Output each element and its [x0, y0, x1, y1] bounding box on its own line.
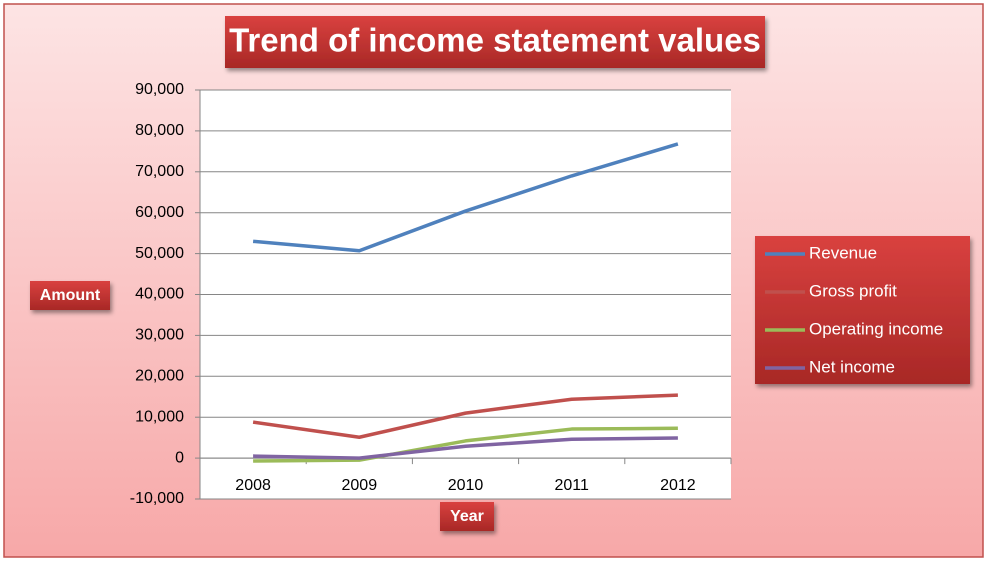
y-tick-label: 70,000 [135, 163, 184, 180]
y-tick-label: 90,000 [135, 81, 184, 98]
legend-box [755, 236, 970, 384]
series-line [253, 436, 678, 460]
y-tick-label: 40,000 [135, 286, 184, 303]
y-tick-label: 0 [175, 449, 184, 466]
x-tick-label: 2009 [342, 477, 378, 494]
y-tick-label: -10,000 [130, 490, 184, 507]
chart-title: Trend of income statement values [229, 22, 761, 59]
series-line [252, 393, 678, 439]
legend-label: Revenue [809, 243, 877, 262]
y-tick-label: 60,000 [135, 204, 184, 221]
x-tick-label: 2011 [554, 477, 589, 494]
legend-label: Net income [809, 357, 895, 376]
y-tick-label: 30,000 [135, 327, 184, 344]
x-tick-label: 2008 [235, 477, 271, 494]
y-axis-label: Amount [40, 287, 101, 304]
x-tick-label: 2012 [660, 477, 696, 494]
series-line [252, 142, 679, 253]
x-tick-label: 2010 [448, 477, 484, 494]
series-line [253, 426, 678, 463]
y-tick-label: 20,000 [135, 368, 184, 385]
y-tick-label: 50,000 [135, 245, 184, 262]
y-tick-label: 10,000 [135, 408, 184, 425]
legend-label: Gross profit [809, 281, 897, 300]
title-box [225, 16, 765, 68]
y-tick-label: 80,000 [135, 122, 184, 139]
legend-label: Operating income [809, 319, 943, 338]
y-label-box [30, 281, 110, 310]
x-label-box [440, 502, 494, 531]
x-axis-label: Year [450, 508, 484, 525]
